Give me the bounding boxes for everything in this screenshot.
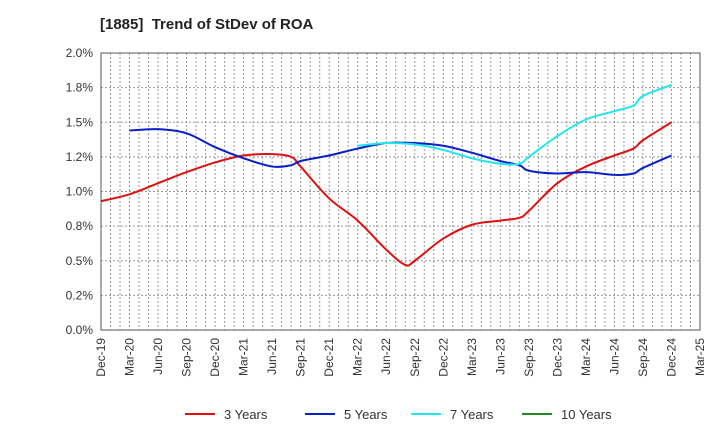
x-tick-label: Mar-24 — [579, 338, 593, 376]
x-tick-label: Sep-20 — [180, 338, 194, 377]
x-tick-label: Mar-20 — [123, 338, 137, 376]
y-tick-label: 0.0% — [66, 323, 94, 337]
legend-label: 3 Years — [224, 407, 268, 422]
x-tick-label: Dec-20 — [208, 338, 222, 377]
x-tick-label: Jun-20 — [151, 338, 165, 375]
legend-label: 7 Years — [450, 407, 494, 422]
y-tick-label: 1.8% — [66, 81, 94, 95]
y-tick-label: 2.0% — [66, 46, 94, 60]
series-lines — [100, 83, 673, 267]
x-tick-label: Sep-23 — [522, 338, 536, 377]
series-line-7-years — [357, 83, 672, 166]
y-tick-label: 0.5% — [66, 254, 94, 268]
x-tick-label: Jun-23 — [493, 338, 507, 375]
legend-label: 10 Years — [561, 407, 612, 422]
y-axis: 0.0% 0.2% 0.5% 0.8% 1.0% 1.2% 1.5% 1.8% 2.0% — [66, 46, 94, 337]
x-tick-label: Mar-23 — [465, 338, 479, 376]
chart-title: [1885] Trend of StDev of ROA — [100, 16, 314, 33]
x-tick-label: Jun-24 — [607, 338, 621, 375]
x-tick-label: Mar-21 — [237, 338, 251, 376]
y-tick-label: 0.2% — [66, 288, 94, 302]
plot-frame — [100, 52, 701, 331]
y-tick-label: 1.2% — [66, 150, 94, 164]
y-tick-label: 1.5% — [66, 115, 94, 129]
x-tick-label: Sep-21 — [294, 338, 308, 377]
x-tick-label: Jun-22 — [379, 338, 393, 375]
x-tick-label: Dec-22 — [436, 338, 450, 377]
x-tick-label: Mar-25 — [693, 338, 707, 376]
legend-label: 5 Years — [344, 407, 388, 422]
y-tick-label: 0.8% — [66, 219, 94, 233]
x-tick-label: Dec-23 — [550, 338, 564, 377]
legend: 3 Years 5 Years 7 Years 10 Years — [185, 407, 612, 422]
series-line-3-years — [100, 121, 673, 267]
grid — [100, 52, 701, 331]
x-axis: Dec-19 Mar-20 Jun-20 Sep-20 Dec-20 Mar-21 Jun-… — [94, 338, 707, 377]
x-tick-label: Dec-24 — [664, 338, 678, 377]
x-tick-label: Sep-22 — [408, 338, 422, 377]
x-tick-label: Jun-21 — [265, 338, 279, 375]
y-tick-label: 1.0% — [66, 185, 94, 199]
x-tick-label: Dec-21 — [322, 338, 336, 377]
x-tick-label: Mar-22 — [351, 338, 365, 376]
series-line-5-years — [129, 128, 672, 176]
x-tick-label: Sep-24 — [636, 338, 650, 377]
x-tick-label: Dec-19 — [94, 338, 108, 377]
